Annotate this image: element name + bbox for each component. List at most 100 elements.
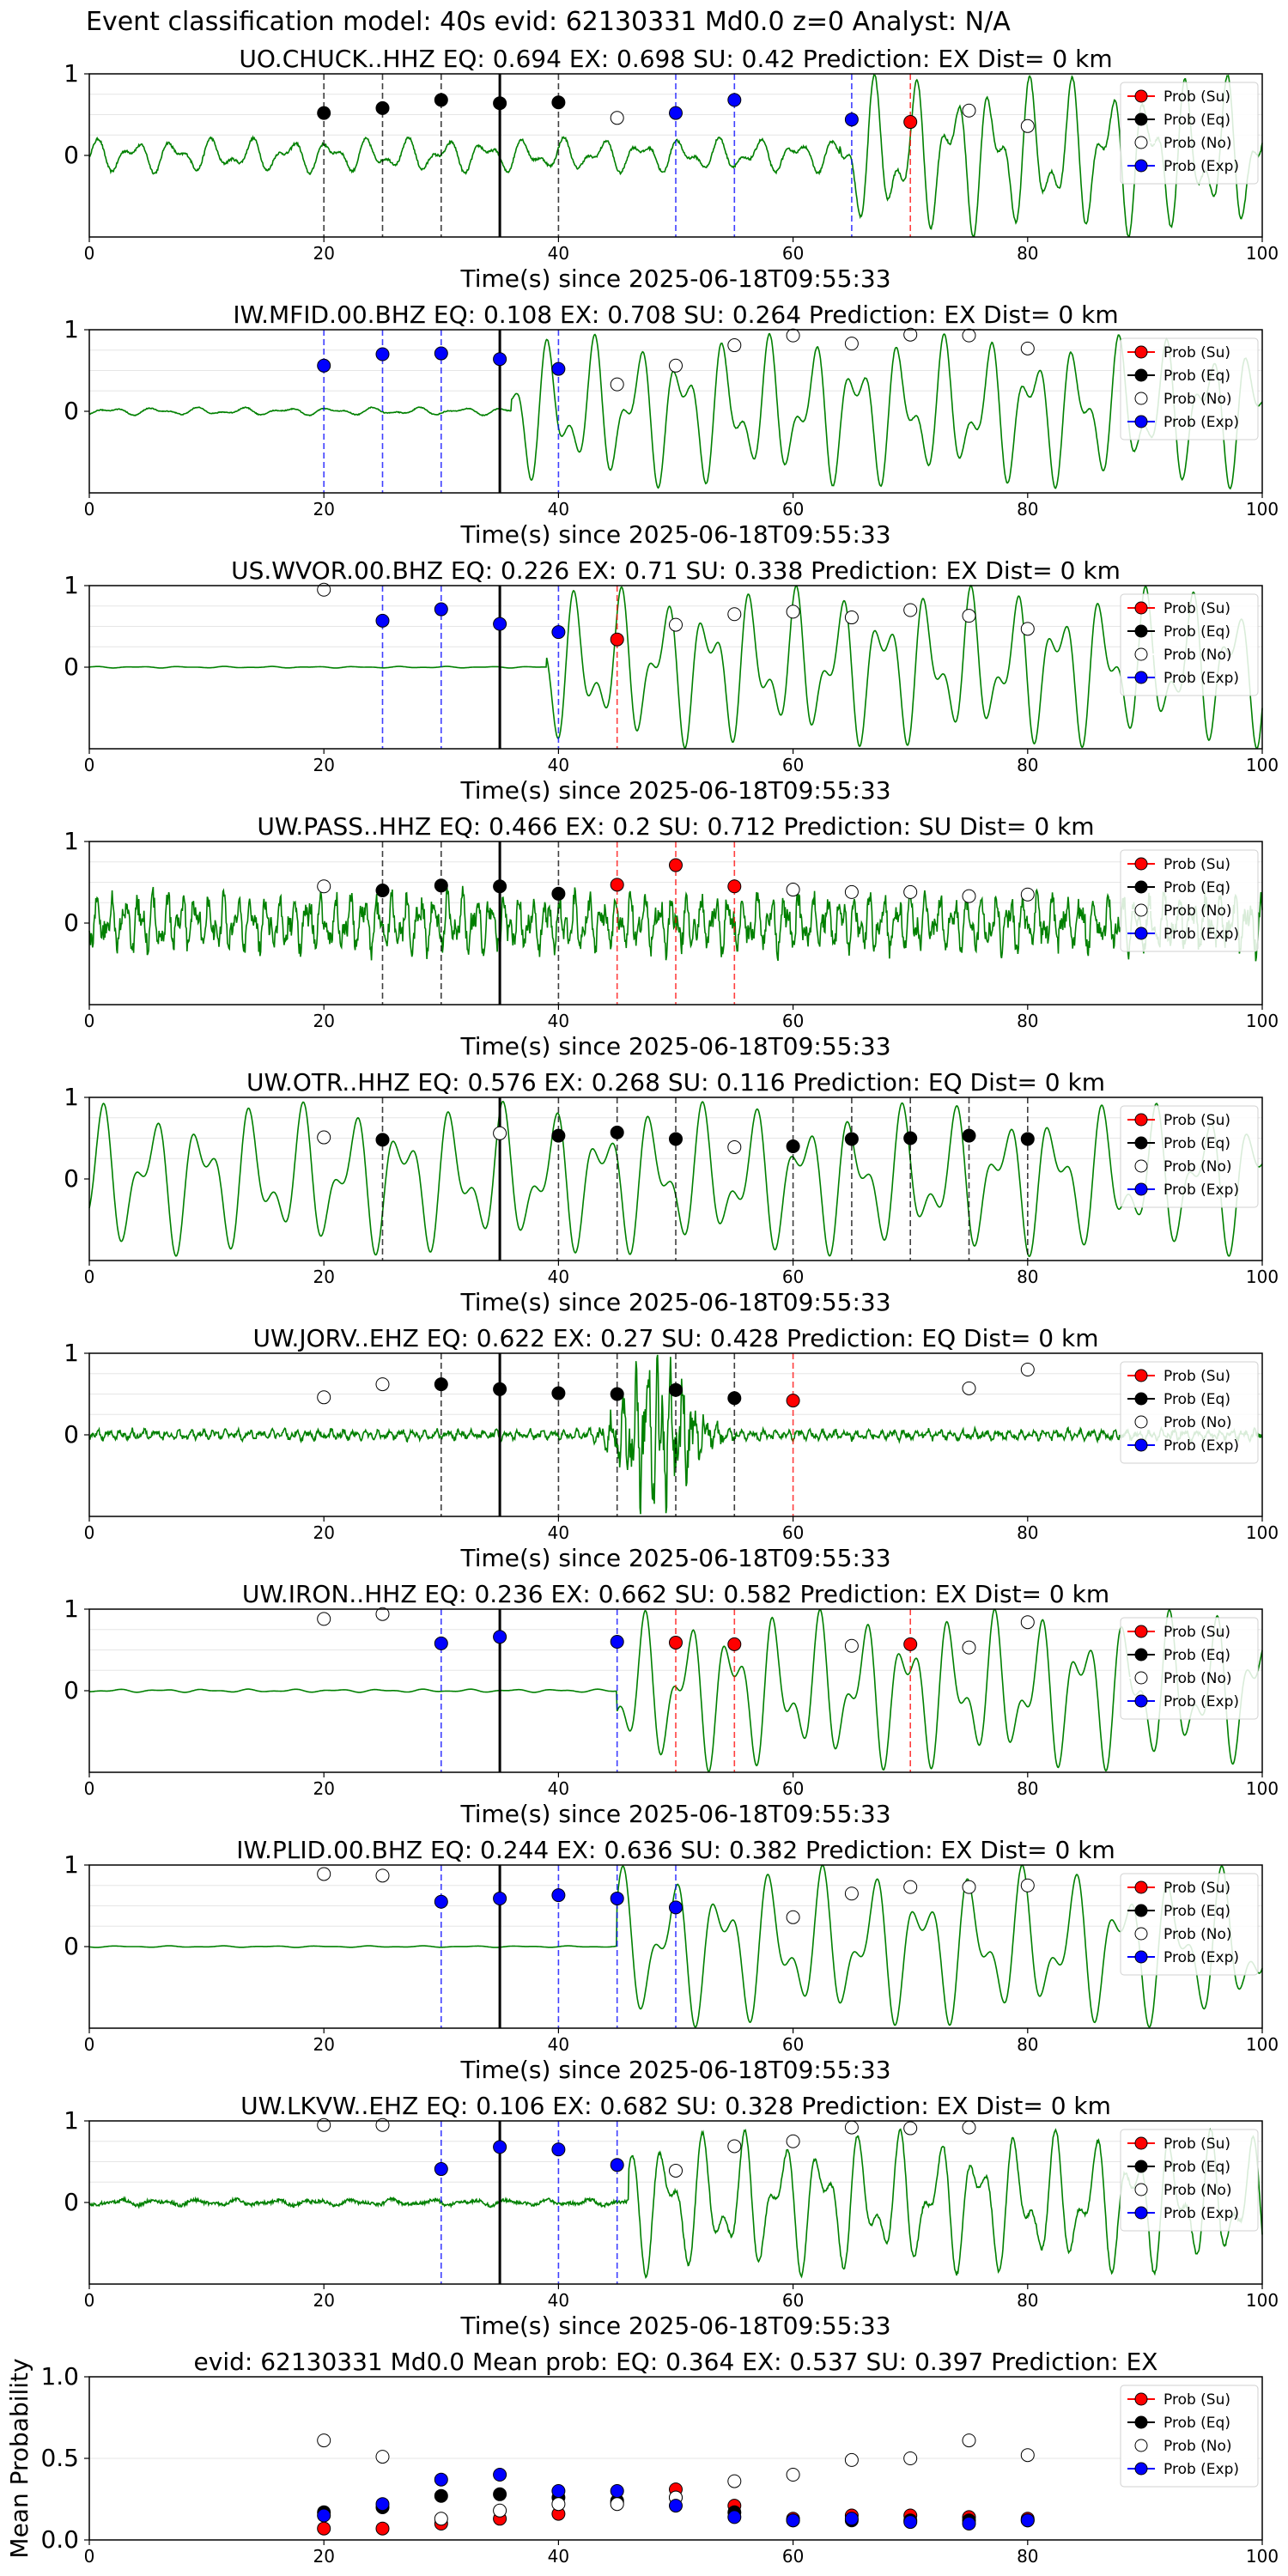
x-tick-label: 20 — [313, 755, 334, 775]
x-tick-label: 20 — [313, 1522, 334, 1543]
x-axis-label: Time(s) since 2025-06-18T09:55:33 — [459, 1288, 890, 1316]
x-tick-label: 0 — [84, 2034, 95, 2055]
x-tick-label: 40 — [548, 755, 569, 775]
legend-label: Prob (No) — [1163, 647, 1232, 664]
prob-marker-no — [317, 879, 331, 894]
y-tick-label: 1 — [64, 315, 79, 343]
legend-label: Prob (No) — [1163, 2438, 1232, 2455]
legend-marker-exp — [1134, 159, 1148, 173]
prob-marker-no — [962, 1640, 976, 1655]
prob-marker-no — [669, 358, 683, 373]
legend-marker-eq — [1134, 2160, 1148, 2173]
prob-marker-eq — [375, 100, 390, 115]
station-panel-1: UO.CHUCK..HHZ EQ: 0.694 EX: 0.698 SU: 0.… — [64, 45, 1279, 293]
prob-marker-no — [962, 1880, 976, 1894]
panel-title: IW.PLID.00.BHZ EQ: 0.244 EX: 0.636 SU: 0… — [236, 1836, 1115, 1864]
y-tick-label: 0.0 — [40, 2525, 79, 2554]
prob-marker-no — [844, 1886, 859, 1901]
prob-marker-eq — [551, 95, 566, 110]
prob-marker-exp — [727, 93, 742, 107]
x-tick-label: 0 — [84, 755, 95, 775]
mean-marker-exp — [844, 2512, 859, 2526]
x-tick-label: 20 — [313, 2546, 334, 2567]
legend-label: Prob (No) — [1163, 1158, 1232, 1176]
prob-marker-eq — [493, 1382, 507, 1396]
waveform-trace — [88, 885, 1263, 962]
y-tick-label: 1 — [64, 1339, 79, 1367]
y-tick-label: 1 — [64, 827, 79, 855]
x-tick-label: 0 — [84, 2546, 95, 2567]
mean-marker-exp — [493, 2468, 507, 2482]
prob-marker-exp — [434, 346, 448, 361]
prob-marker-no — [727, 338, 742, 353]
mean-marker-exp — [962, 2517, 976, 2530]
figure-title: Event classification model: 40s evid: 62… — [86, 7, 1011, 37]
prob-marker-no — [317, 2117, 331, 2132]
legend-box — [1120, 593, 1259, 696]
legend-box — [1120, 1361, 1259, 1464]
legend-marker-no — [1134, 2183, 1148, 2196]
y-tick-label: 0 — [64, 1420, 79, 1449]
prob-marker-no — [375, 2117, 390, 2132]
y-tick-label: 0 — [64, 908, 79, 937]
station-panel-4: UW.PASS..HHZ EQ: 0.466 EX: 0.2 SU: 0.712… — [64, 812, 1279, 1060]
mean-marker-no — [727, 2474, 742, 2488]
prob-marker-no — [1020, 887, 1035, 902]
mean-marker-exp — [551, 2484, 566, 2498]
mean-marker-no — [903, 2451, 918, 2465]
prob-marker-no — [962, 889, 976, 903]
x-tick-label: 20 — [313, 1267, 334, 1287]
legend-marker-no — [1134, 136, 1148, 149]
prob-marker-su — [727, 879, 742, 894]
prob-marker-no — [786, 605, 800, 619]
mean-marker-exp — [317, 2508, 331, 2523]
x-tick-label: 80 — [1017, 1267, 1038, 1287]
legend-label: Prob (Eq) — [1163, 879, 1230, 896]
legend-label: Prob (Exp) — [1163, 1182, 1239, 1199]
legend-marker-exp — [1134, 2206, 1148, 2220]
x-tick-label: 80 — [1017, 755, 1038, 775]
legend-marker-eq — [1134, 2415, 1148, 2429]
legend-marker-exp — [1134, 1950, 1148, 1964]
x-tick-label: 40 — [548, 499, 569, 519]
x-tick-label: 0 — [84, 1011, 95, 1031]
prob-marker-exp — [434, 2162, 448, 2177]
legend-label: Prob (Exp) — [1163, 414, 1239, 431]
legend-marker-eq — [1134, 1136, 1148, 1150]
mean-marker-exp — [786, 2513, 800, 2528]
panel-title: UW.PASS..HHZ EQ: 0.466 EX: 0.2 SU: 0.712… — [257, 812, 1094, 841]
panel-title: UW.OTR..HHZ EQ: 0.576 EX: 0.268 SU: 0.11… — [246, 1068, 1105, 1097]
prob-marker-su — [786, 1394, 800, 1408]
x-axis-label: Time(s) since 2025-06-18T09:55:33 — [459, 520, 890, 549]
legend-label: Prob (Exp) — [1163, 1949, 1239, 1966]
prob-marker-su — [903, 1637, 918, 1651]
x-tick-label: 100 — [1246, 2290, 1279, 2311]
mean-marker-exp — [375, 2497, 390, 2512]
station-panel-7: UW.IRON..HHZ EQ: 0.236 EX: 0.662 SU: 0.5… — [64, 1580, 1279, 1828]
legend-label: Prob (Eq) — [1163, 2159, 1230, 2176]
prob-marker-exp — [610, 1891, 624, 1905]
prob-marker-eq — [551, 1386, 566, 1400]
prob-marker-no — [669, 2163, 683, 2178]
legend-label: Prob (Eq) — [1163, 368, 1230, 385]
legend-marker-exp — [1134, 671, 1148, 684]
legend-marker-su — [1134, 2392, 1148, 2406]
prob-marker-no — [317, 1130, 331, 1145]
x-axis-label: Time(s) since 2025-06-18T09:55:33 — [459, 776, 890, 805]
prob-marker-eq — [610, 1125, 624, 1139]
prob-marker-exp — [844, 112, 859, 127]
x-axis-label: Time(s) since 2025-06-18T09:55:33 — [459, 2312, 890, 2340]
legend-marker-eq — [1134, 368, 1148, 382]
legend-marker-su — [1134, 345, 1148, 359]
legend-label: Prob (Eq) — [1163, 1135, 1230, 1152]
x-tick-label: 20 — [313, 499, 334, 519]
prob-marker-no — [317, 582, 331, 597]
x-tick-label: 100 — [1246, 1011, 1279, 1031]
legend-box — [1120, 337, 1259, 440]
x-tick-label: 80 — [1017, 1778, 1038, 1799]
prob-marker-no — [317, 1612, 331, 1626]
legend-label: Prob (Eq) — [1163, 1647, 1230, 1664]
mean-marker-su — [317, 2521, 331, 2536]
prob-marker-no — [844, 611, 859, 625]
